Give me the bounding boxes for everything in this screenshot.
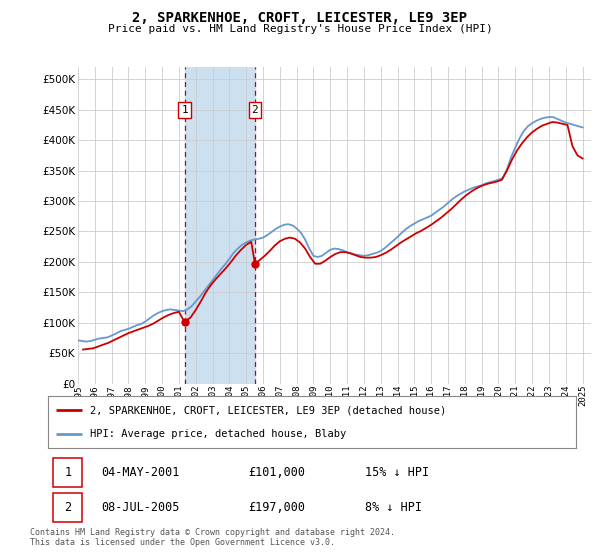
- Text: £197,000: £197,000: [248, 501, 305, 514]
- Text: HPI: Average price, detached house, Blaby: HPI: Average price, detached house, Blab…: [90, 429, 346, 439]
- Text: £101,000: £101,000: [248, 466, 305, 479]
- Text: 2, SPARKENHOE, CROFT, LEICESTER, LE9 3EP (detached house): 2, SPARKENHOE, CROFT, LEICESTER, LE9 3EP…: [90, 405, 446, 416]
- FancyBboxPatch shape: [53, 493, 82, 521]
- Text: 2: 2: [251, 105, 259, 115]
- Text: 2, SPARKENHOE, CROFT, LEICESTER, LE9 3EP: 2, SPARKENHOE, CROFT, LEICESTER, LE9 3EP: [133, 11, 467, 25]
- Text: 1: 1: [181, 105, 188, 115]
- FancyBboxPatch shape: [53, 459, 82, 487]
- Text: 8% ↓ HPI: 8% ↓ HPI: [365, 501, 422, 514]
- Text: 15% ↓ HPI: 15% ↓ HPI: [365, 466, 429, 479]
- Text: Price paid vs. HM Land Registry's House Price Index (HPI): Price paid vs. HM Land Registry's House …: [107, 24, 493, 34]
- Text: 1: 1: [64, 466, 71, 479]
- Text: 2: 2: [64, 501, 71, 514]
- Bar: [185, 67, 255, 384]
- Text: 04-MAY-2001: 04-MAY-2001: [101, 466, 179, 479]
- Text: 08-JUL-2005: 08-JUL-2005: [101, 501, 179, 514]
- Text: Contains HM Land Registry data © Crown copyright and database right 2024.
This d: Contains HM Land Registry data © Crown c…: [30, 528, 395, 547]
